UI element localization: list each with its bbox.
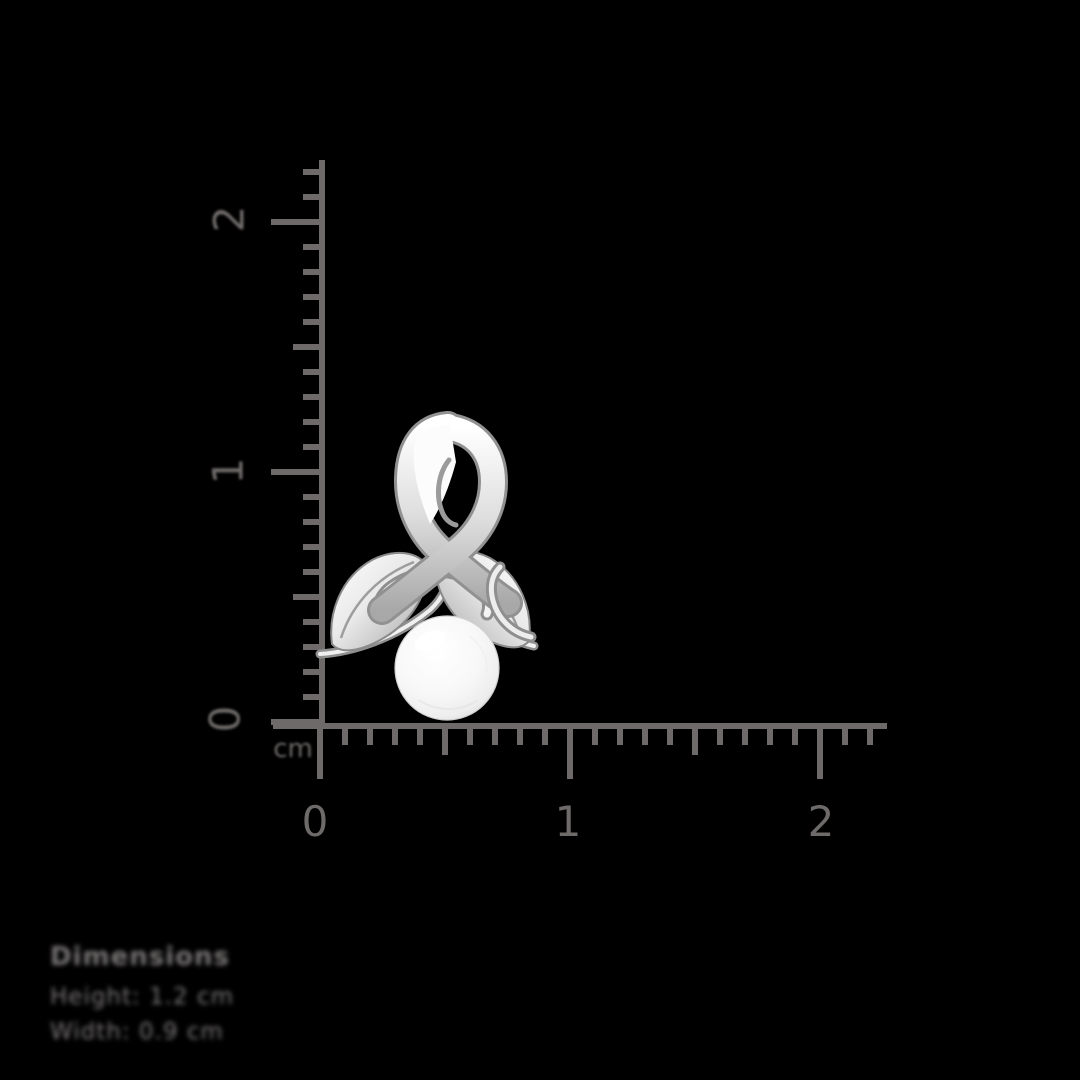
horizontal-ruler: 0 1 2 [273,723,887,846]
right-swirl [485,561,537,643]
ribbon-loop [367,411,523,625]
ruler-tick [303,519,319,525]
ruler-tick [303,394,319,400]
ruler-tick [303,694,319,700]
pearl [394,615,500,721]
vertical-ruler: 2 1 0 cm [201,160,325,764]
ruler-unit-label: cm [273,734,313,764]
h-axis-label-0: 0 [302,797,329,846]
ruler-tick [792,729,798,745]
ruler-tick [492,729,498,745]
caption-title: Dimensions [50,942,230,972]
ruler-tick [317,729,323,779]
ruler-tick [367,729,373,745]
horizontal-ruler-line [273,723,887,729]
caption-line-height: Height: 1.2 cm [50,984,235,1010]
ruler-tick [303,194,319,200]
dimensions-caption: Dimensions Height: 1.2 cm Width: 0.9 cm [50,942,234,1054]
ruler-tick [303,294,319,300]
ruler-tick [417,729,423,745]
ruler-tick [442,729,448,755]
pearl-highlight [414,630,446,652]
ribbon-inner-curl [435,457,459,528]
ruler-tick [303,494,319,500]
ruler-tick [842,729,848,745]
ruler-tick [517,729,523,745]
horizontal-ruler-ticks [317,729,873,779]
ruler-tick [271,219,319,225]
ruler-tick [303,319,319,325]
pendant-illustration [315,411,539,721]
ruler-tick [293,594,319,600]
ruler-tick [303,369,319,375]
ruler-tick [303,419,319,425]
ruler-tick [542,729,548,745]
ruler-tick [567,729,573,779]
ruler-tick [271,719,319,725]
ruler-tick [293,344,319,350]
ruler-tick [867,729,873,745]
ruler-tick [767,729,773,745]
ruler-tick [592,729,598,745]
ruler-tick [692,729,698,755]
ruler-tick [817,729,823,779]
ruler-tick [303,269,319,275]
v-axis-label-1: 1 [204,458,253,485]
ruler-tick [667,729,673,745]
h-axis-label-2: 2 [808,797,835,846]
ruler-tick [271,469,319,475]
ruler-tick [303,244,319,250]
ruler-tick [303,569,319,575]
v-axis-label-0: 0 [201,706,250,733]
ruler-tick [303,669,319,675]
vertical-ruler-ticks [271,169,319,725]
v-axis-label-2: 2 [205,206,254,233]
caption-line-width: Width: 0.9 cm [50,1019,224,1045]
ruler-tick [392,729,398,745]
ruler-tick [303,169,319,175]
ruler-tick [303,544,319,550]
ruler-tick [467,729,473,745]
ruler-tick [303,644,319,650]
ribbon-bright-facet [413,424,456,524]
vertical-ruler-line [319,160,325,729]
h-axis-label-1: 1 [555,797,582,846]
ruler-tick [717,729,723,745]
ruler-tick [303,444,319,450]
ruler-tick [303,619,319,625]
ruler-tick [742,729,748,745]
ruler-tick [617,729,623,745]
ruler-tick [342,729,348,745]
ruler-tick [642,729,648,745]
